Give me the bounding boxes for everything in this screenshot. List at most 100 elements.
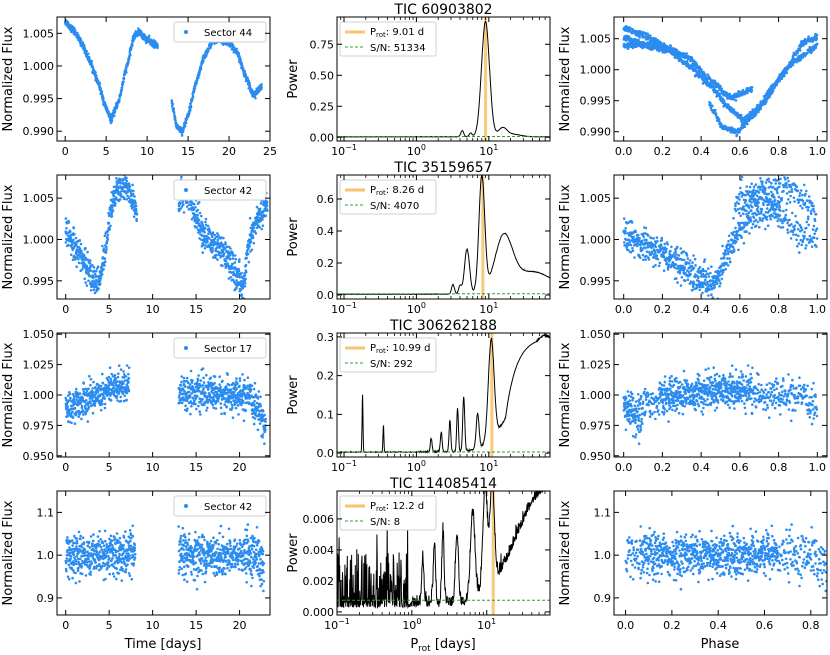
r2-lightcurve-point [201, 251, 204, 254]
r2-lightcurve-point [125, 176, 128, 180]
r1-lightcurve-point [260, 86, 263, 89]
r1-lightcurve-ytick-label: 0.995 [23, 93, 55, 106]
r1-lightcurve-point [248, 81, 251, 85]
r2-phase-point [746, 214, 750, 218]
r2-phase-point [806, 215, 810, 218]
r2-lightcurve-point [177, 204, 181, 208]
r1-lightcurve-point [129, 54, 132, 57]
r2-phase-point [801, 199, 805, 203]
r2-periodogram-legend-snr: S/N: 4070 [370, 201, 419, 212]
r2-lightcurve-point [227, 277, 231, 280]
r2-phase-point [752, 185, 756, 189]
r2-phase-point [656, 257, 660, 261]
r2-phase-point [801, 193, 804, 197]
r2-phase-point [737, 211, 741, 215]
r2-phase-point [753, 201, 757, 205]
r1-periodogram-ytick-label: 0.50 [310, 69, 335, 82]
r2-lightcurve-point [103, 264, 106, 267]
r2-lightcurve-point [210, 235, 214, 239]
r2-lightcurve-point [110, 206, 114, 210]
r2-phase-point [805, 189, 808, 193]
r2-phase-point [739, 186, 742, 190]
r1-phase-point [758, 103, 762, 106]
r1-lightcurve-point [202, 59, 205, 63]
r1-phase-point [750, 86, 754, 89]
r1-phase-point [801, 56, 804, 59]
r2-lightcurve-point [192, 208, 196, 211]
r2-phase-point [710, 265, 713, 269]
r2-lightcurve-point [84, 246, 87, 250]
r1-phase-point [714, 108, 717, 112]
r2-phase-point [812, 210, 816, 213]
r2-phase-point [630, 221, 634, 224]
r2-phase-point [764, 188, 767, 191]
r1-lightcurve-point [201, 61, 204, 65]
r2-lightcurve-point [104, 251, 108, 254]
r2-phase-point [745, 209, 748, 212]
r2-phase-point [750, 209, 753, 212]
r2-lightcurve-xtick-label: 15 [189, 303, 203, 316]
r2-lightcurve-point [95, 283, 98, 287]
r2-periodogram-legend-period: Prot: 8.26 d [370, 185, 424, 197]
r2-lightcurve-point [192, 203, 196, 206]
r2-phase-point [785, 182, 788, 185]
r2-lightcurve-point [106, 235, 109, 239]
r2-lightcurve-point [249, 226, 253, 230]
r1-phase-point [649, 34, 652, 37]
r2-phase-point [779, 226, 783, 229]
r1-lightcurve-point [241, 64, 244, 68]
r1-phase-point [685, 59, 689, 63]
r2-lightcurve-point [264, 214, 268, 218]
r2-phase-point [790, 188, 794, 191]
r2-lightcurve-point [108, 228, 111, 231]
r1-phase-point [685, 52, 688, 55]
r2-lightcurve-point [217, 234, 220, 237]
r1-phase-point [743, 125, 747, 129]
r2-lightcurve-point [131, 183, 134, 187]
r1-periodogram-xtick-label: 100 [407, 143, 426, 158]
r1-phase-ytick-label: 1.005 [580, 33, 612, 46]
r2-lightcurve-point [85, 284, 89, 287]
r1-periodogram-legend-rot: rot [376, 31, 386, 39]
r1-lightcurve-xtick-label: 20 [222, 145, 236, 158]
r2-lightcurve-point [79, 242, 83, 246]
r1-lightcurve-point [198, 74, 201, 77]
r2-phase-point [788, 190, 791, 193]
r1-lightcurve-point [121, 86, 124, 90]
r2-lightcurve-point [125, 179, 129, 183]
r1-phase-point [717, 83, 720, 86]
r2-lightcurve-point [222, 252, 226, 255]
r1-lightcurve-point [260, 83, 263, 86]
r2-phase-point [666, 268, 670, 271]
r1-periodogram-legend-snr: S/N: 51334 [370, 43, 426, 54]
r2-lightcurve-point [134, 204, 138, 208]
r1-phase-point [708, 77, 712, 81]
r2-lightcurve-point [251, 236, 255, 239]
r2-periodogram-xtick-label: 10−1 [331, 301, 357, 316]
r2-lightcurve-point [195, 221, 198, 225]
r2-phase-point [726, 264, 730, 267]
r2-phase-point [738, 192, 741, 196]
panels-layer: Normalized Flux Sector 440.9900.9951.0001… [1, 2, 828, 632]
r2-lightcurve-point [96, 275, 99, 278]
r2-periodogram-xtick-exp: −1 [345, 301, 357, 310]
r2-phase-point [769, 217, 772, 221]
r2-lightcurve-point [207, 227, 211, 230]
r2-lightcurve-point [218, 253, 221, 256]
r2-phase-point [809, 212, 813, 216]
r2-lightcurve-point [77, 257, 80, 261]
r2-phase-point [688, 262, 691, 265]
r2-lightcurve-point [64, 217, 68, 220]
r1-phase-point [732, 98, 736, 101]
r2-lightcurve-point [107, 214, 111, 218]
r2-lightcurve-point [262, 209, 265, 213]
r2-phase-point [759, 185, 763, 189]
r2-lightcurve-point [75, 265, 78, 269]
r1-lightcurve-point [67, 22, 70, 25]
r1-phase-point [759, 107, 762, 111]
r2-lightcurve-point [103, 260, 107, 264]
r2-periodogram-ylabel: Power [286, 217, 301, 257]
r2-lightcurve-point [67, 243, 70, 247]
r2-lightcurve-point [220, 241, 223, 244]
r2-phase-point [795, 185, 798, 188]
